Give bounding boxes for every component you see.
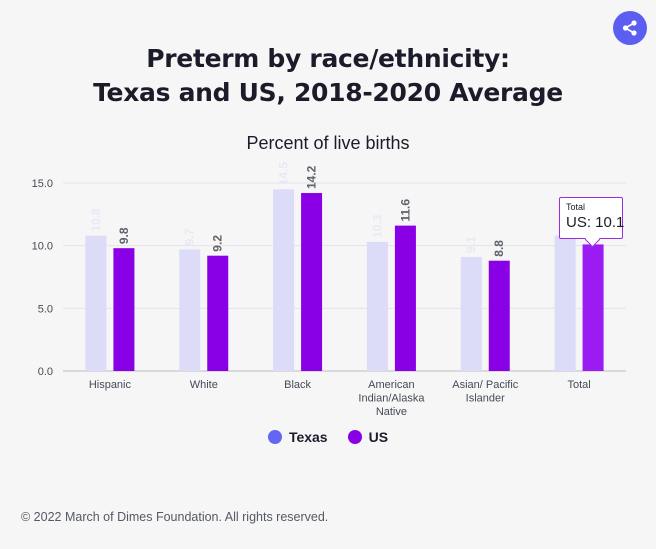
chart-title-line-1: Preterm by race/ethnicity: [146, 44, 510, 73]
x-tick-label: Hispanic [89, 379, 132, 391]
bar-texas[interactable] [85, 235, 107, 371]
data-label-us: 9.8 [117, 227, 131, 244]
data-label-texas: 10.3 [370, 214, 384, 238]
tooltip-value: US: 10.1 [566, 214, 625, 231]
share-icon [622, 20, 637, 36]
data-label-us: 14.2 [305, 165, 319, 189]
bar-us[interactable] [207, 255, 229, 371]
x-tick-label-line: Islander [466, 393, 505, 405]
x-tick-label: American Indian/Alaska Native [358, 379, 425, 418]
x-tick-label-line: Black [284, 379, 311, 391]
data-label-us: 11.6 [398, 199, 412, 222]
legend-swatch-texas [267, 430, 282, 444]
bar-texas[interactable] [273, 189, 295, 371]
x-tick-label-line: Asian/ Pacific [452, 379, 519, 391]
x-tick-label: Black [284, 379, 311, 391]
data-label-us: 9.2 [211, 235, 225, 252]
legend-label-texas: Texas [288, 429, 328, 445]
bar-texas[interactable] [554, 235, 576, 371]
data-label-texas: 14.5 [277, 162, 291, 186]
legend-item-texas[interactable]: Texas [267, 429, 328, 445]
legend-item-us[interactable]: US [347, 429, 389, 445]
y-tick-label: 0.0 [38, 366, 53, 378]
data-label-texas: 10.8 [89, 208, 103, 232]
data-label-texas: 9.7 [183, 228, 197, 245]
bar-texas[interactable] [460, 256, 482, 371]
tooltip-title: Total [566, 202, 586, 212]
share-button[interactable] [613, 11, 647, 45]
legend-label-us: US [368, 429, 389, 445]
copyright-footer: © 2022 March of Dimes Foundation. All ri… [21, 510, 329, 524]
chart-title-line-2: Texas and US, 2018-2020 Average [93, 78, 563, 107]
y-tick-label: 10.0 [32, 241, 53, 253]
x-tick-label: White [190, 379, 218, 391]
x-tick-label-line: Hispanic [89, 379, 132, 391]
bar-us[interactable] [394, 225, 416, 371]
chart-subtitle: Percent of live births [246, 133, 410, 153]
legend-swatch-us [347, 430, 362, 444]
x-tick-label-line: Total [567, 379, 590, 391]
bar-us[interactable] [113, 248, 135, 371]
x-tick-label-line: White [190, 379, 218, 391]
bar-texas[interactable] [366, 241, 388, 371]
bar-texas[interactable] [179, 249, 201, 371]
data-label-us: 8.8 [492, 240, 506, 257]
x-tick-label-line: Indian/Alaska [358, 393, 425, 405]
bar-us[interactable] [582, 244, 604, 371]
x-tick-label-line: American [368, 379, 414, 391]
bar-us[interactable] [301, 193, 323, 371]
bar-chart: 0.0 5.0 10.0 15.0 10.8 9.8 Hispanic 9.7 9.2 White… [32, 162, 626, 418]
y-tick-label: 15.0 [32, 178, 53, 190]
x-tick-label: Total [567, 379, 590, 391]
data-label-texas: 9.1 [464, 236, 478, 253]
y-tick-label: 5.0 [38, 303, 53, 315]
bar-us[interactable] [488, 260, 510, 371]
x-tick-label: Asian/ Pacific Islander [452, 379, 519, 405]
chart-title: Preterm by race/ethnicity: Texas and US,… [0, 42, 656, 110]
legend: Texas US [0, 429, 656, 445]
tooltip: Total US: 10.1 [559, 197, 625, 239]
x-tick-label-line: Native [376, 406, 407, 418]
